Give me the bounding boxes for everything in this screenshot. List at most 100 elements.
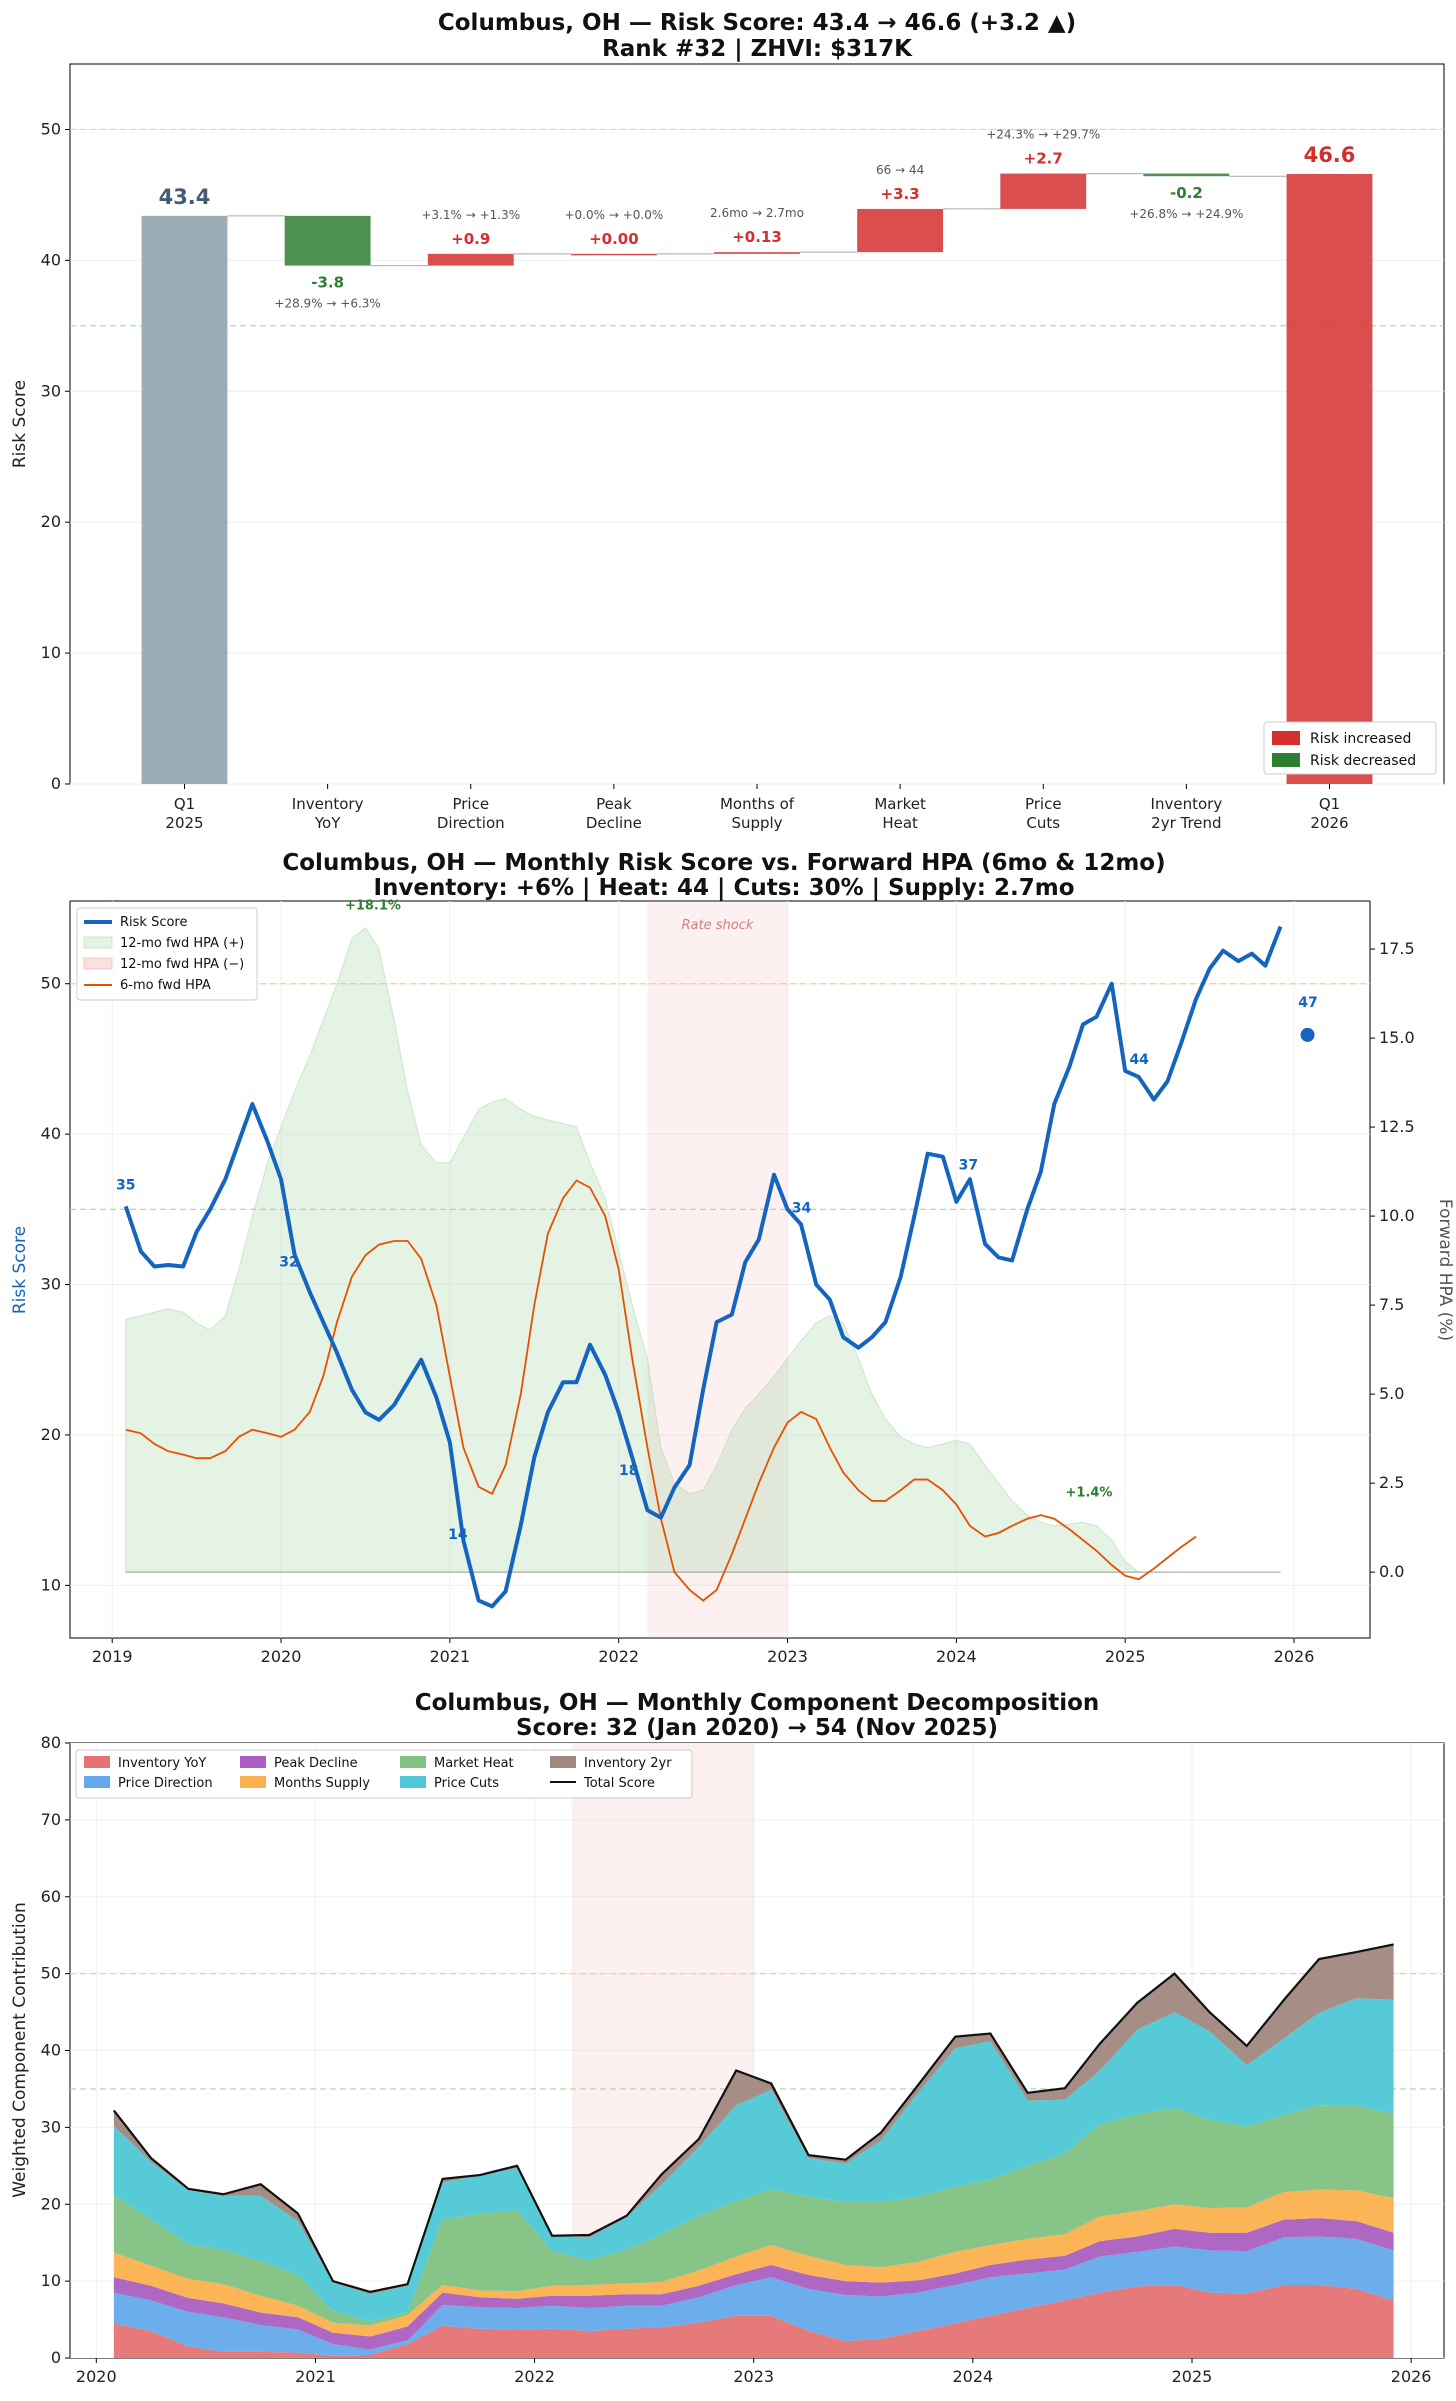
waterfall-bar — [714, 252, 800, 254]
y-tick-label: 20 — [41, 2194, 61, 2213]
risk-hpa-plot-area — [69, 900, 1371, 1639]
waterfall-bar — [1000, 173, 1087, 209]
legend-label: Price Direction — [118, 1776, 213, 1791]
legend-label-decreased: Risk decreased — [1310, 753, 1416, 769]
risk-annotation: 34 — [792, 1200, 812, 1216]
decomposition-legend: Inventory YoY Price Direction Peak Decline… — [75, 1749, 693, 1799]
x-tick-label: 2025 — [1105, 1647, 1146, 1666]
x-tick-label: 2025 — [165, 814, 203, 832]
risk-annotation: 44 — [1129, 1052, 1149, 1068]
y2-tick-label: 17.5 — [1379, 939, 1415, 958]
y-tick-label: 80 — [41, 1733, 61, 1752]
legend-swatch-increased — [1272, 731, 1300, 745]
y-tick-label: 50 — [41, 1964, 61, 1983]
y2-tick-label: 15.0 — [1379, 1028, 1415, 1047]
delta-detail-label: +24.3% → +29.7% — [986, 128, 1100, 142]
waterfall-y-axis-label: Risk Score — [10, 380, 30, 468]
risk-annotation: 14 — [448, 1527, 468, 1543]
delta-detail-label: 66 → 44 — [876, 163, 924, 177]
area-months-supply — [113, 2189, 1394, 2337]
x-tick-label: Price — [452, 795, 489, 813]
waterfall-legend: Risk increased Risk decreased — [1263, 721, 1437, 775]
y-tick-label: 70 — [41, 1810, 61, 1829]
legend-swatch — [400, 1756, 426, 1768]
legend-label: Peak Decline — [274, 1756, 358, 1771]
waterfall-bar — [857, 208, 944, 253]
area-market-heat — [113, 2105, 1394, 2326]
y-tick-label: 0 — [51, 2348, 61, 2367]
delta-detail-label: +26.8% → +24.9% — [1129, 207, 1243, 221]
decomposition-subtitle: Score: 32 (Jan 2020) → 54 (Nov 2025) — [516, 1715, 998, 1741]
waterfall-bar — [427, 253, 514, 266]
legend-swatch — [84, 1756, 110, 1768]
y-tick-label: 10 — [41, 2271, 61, 2290]
legend-swatch — [550, 1756, 576, 1768]
legend-label-hpa6: 6-mo fwd HPA — [120, 978, 211, 993]
waterfall-bar — [141, 215, 228, 784]
delta-value-label: +0.9 — [451, 230, 490, 248]
delta-value-label: +0.13 — [732, 228, 782, 246]
total-value-label: 43.4 — [159, 185, 211, 209]
waterfall-bar — [284, 215, 371, 266]
y-tick-label: 40 — [41, 1124, 61, 1143]
legend-swatch-hpa-neg — [83, 957, 113, 970]
decomposition-y-axis-label: Weighted Component Contribution — [10, 1902, 30, 2198]
x-tick-label: Decline — [586, 814, 642, 832]
x-tick-label: 2019 — [92, 1647, 133, 1666]
y-tick-label: 0 — [51, 774, 61, 793]
waterfall-plot-area — [69, 63, 1445, 785]
x-tick-label: Heat — [882, 814, 918, 832]
y2-tick-label: 5.0 — [1379, 1384, 1404, 1403]
x-tick-label: 2023 — [767, 1647, 808, 1666]
waterfall-chart: Columbus, OH — Risk Score: 43.4 → 46.6 (… — [10, 10, 1445, 832]
risk-hpa-chart: Columbus, OH — Monthly Risk Score vs. Fo… — [10, 850, 1455, 1666]
y-tick-label: 30 — [41, 1275, 61, 1294]
legend-label-hpa-neg: 12-mo fwd HPA (−) — [120, 957, 244, 972]
area-peak-decline — [113, 2218, 1394, 2350]
legend-swatch — [240, 1756, 266, 1768]
x-tick-label: Q1 — [174, 795, 195, 813]
x-tick-label: Months of — [720, 795, 795, 813]
hpa-last-annotation: +1.4% — [1066, 1485, 1113, 1500]
legend-swatch — [240, 1776, 266, 1788]
y-tick-label: 50 — [41, 119, 61, 138]
total-value-label: 46.6 — [1304, 143, 1356, 167]
y-tick-label: 40 — [41, 2041, 61, 2060]
x-tick-label: 2021 — [430, 1647, 471, 1666]
risk-annotation: 32 — [279, 1254, 298, 1270]
risk-hpa-title: Columbus, OH — Monthly Risk Score vs. Fo… — [282, 850, 1165, 876]
y2-tick-label: 12.5 — [1379, 1117, 1415, 1136]
x-tick-label: 2022 — [514, 2367, 555, 2386]
waterfall-title: Columbus, OH — Risk Score: 43.4 → 46.6 (… — [438, 10, 1076, 36]
delta-value-label: +0.00 — [589, 230, 639, 248]
y-tick-label: 20 — [41, 512, 61, 531]
y-tick-label: 50 — [41, 974, 61, 993]
total-score-line — [112, 1943, 1394, 2294]
risk-hpa-y2-axis-label: Forward HPA (%) — [1435, 1199, 1455, 1341]
x-tick-label: 2024 — [952, 2367, 993, 2386]
x-tick-label: Q1 — [1319, 795, 1340, 813]
area-inventory-yoy — [113, 2284, 1394, 2358]
waterfall-bar — [570, 253, 657, 256]
legend-label: Price Cuts — [434, 1776, 499, 1791]
hpa-12mo-area — [125, 926, 1141, 1573]
delta-detail-label: +3.1% → +1.3% — [421, 208, 520, 222]
x-tick-label: 2022 — [598, 1647, 639, 1666]
y2-tick-label: 0.0 — [1379, 1562, 1404, 1581]
legend-label: Market Heat — [434, 1756, 514, 1771]
x-tick-label: Cuts — [1026, 814, 1060, 832]
area-price-direction — [113, 2236, 1394, 2356]
decomposition-title: Columbus, OH — Monthly Component Decompo… — [415, 1690, 1100, 1716]
rate-shock-region — [647, 901, 788, 1638]
x-tick-label: 2026 — [1391, 2367, 1432, 2386]
delta-detail-label: 2.6mo → 2.7mo — [710, 206, 804, 220]
x-tick-label: 2024 — [936, 1647, 977, 1666]
x-tick-label: Price — [1025, 795, 1062, 813]
x-tick-label: 2023 — [733, 2367, 774, 2386]
legend-label: Months Supply — [274, 1776, 370, 1791]
delta-value-label: +2.7 — [1024, 150, 1063, 168]
y-tick-label: 10 — [41, 643, 61, 662]
y2-tick-label: 2.5 — [1379, 1473, 1404, 1492]
x-tick-label: Inventory — [1151, 795, 1223, 813]
